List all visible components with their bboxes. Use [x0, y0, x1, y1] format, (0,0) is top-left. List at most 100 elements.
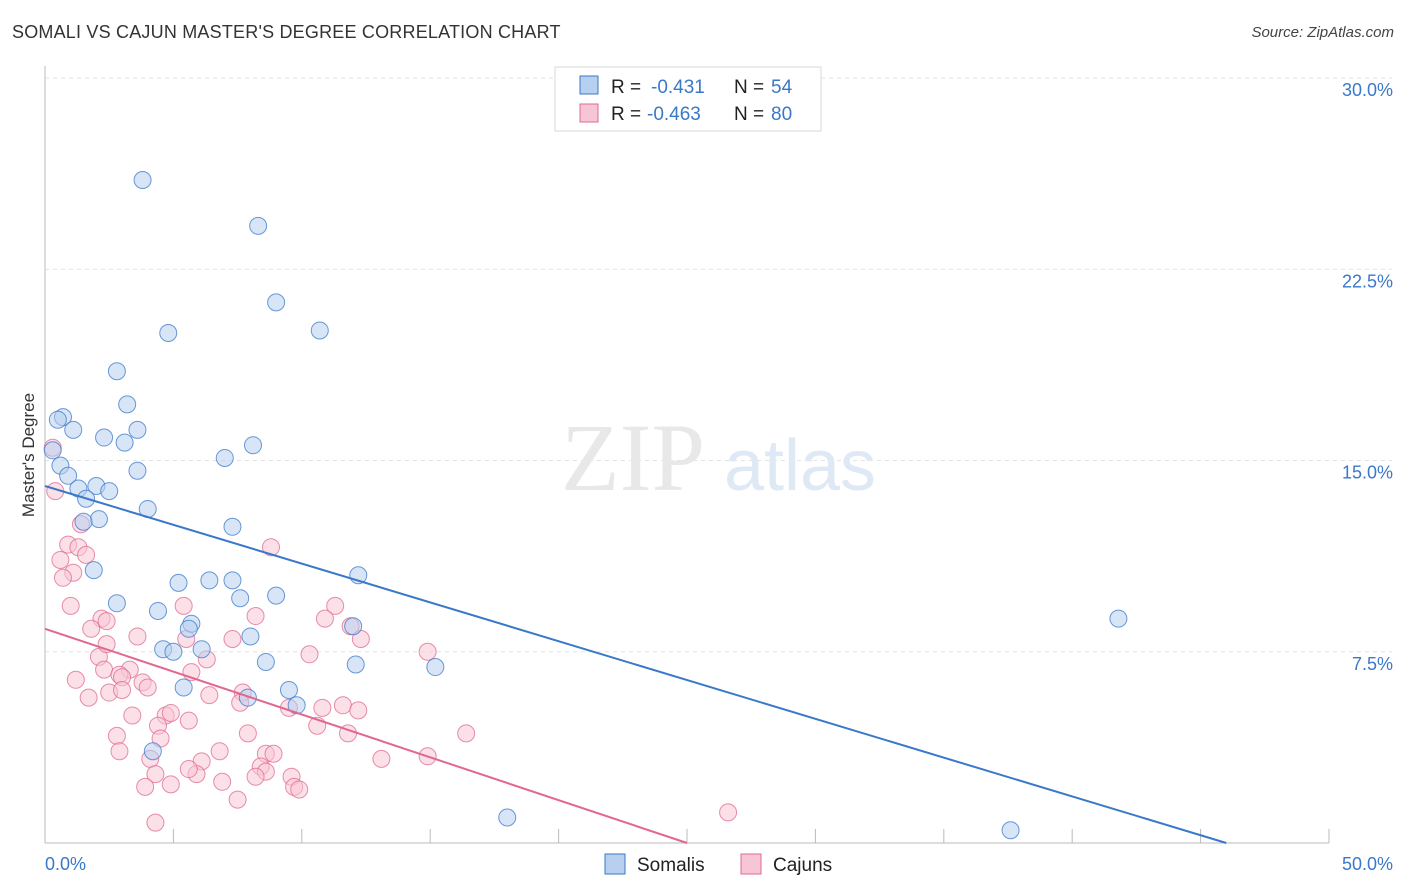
legend-r-value-2: -0.463: [647, 104, 701, 125]
somalis-point-0: [133, 171, 152, 189]
y-axis-label: Master's Degree: [19, 393, 38, 517]
somalis-point-53: [43, 441, 62, 460]
stats-legend: R = -0.431 N = 54 R = -0.463 N = 80: [554, 66, 822, 132]
cajuns-point-24: [300, 645, 319, 664]
cajuns-point-25: [418, 642, 437, 661]
cajuns-point-6: [77, 545, 96, 564]
y-tick-labels: 7.5% 15.0% 22.5% 30.0%: [1342, 80, 1393, 674]
cajuns-point-53: [107, 726, 126, 745]
cajuns-point-42: [333, 696, 352, 715]
watermark-atlas: atlas: [724, 426, 876, 506]
cajuns-point-13: [246, 607, 265, 626]
stats-legend-box: [554, 66, 822, 132]
bottom-legend-swatch-somalis: [604, 853, 626, 875]
cajuns-point-66: [146, 765, 165, 784]
somalis-point-45: [426, 658, 445, 677]
somalis-point-52: [1001, 821, 1020, 840]
somalis-point-38: [1109, 609, 1128, 628]
cajuns-point-67: [246, 767, 265, 786]
cajuns-point-41: [313, 698, 332, 717]
cajuns-point-74: [290, 780, 309, 799]
cajuns-point-76: [719, 803, 738, 822]
cajuns-point-17: [82, 619, 101, 638]
somalis-point-34: [148, 601, 167, 620]
somalis-point-50: [143, 742, 162, 761]
somalis-point-30: [223, 571, 242, 590]
somalis-trend-line: [44, 485, 1227, 844]
y-tick-label-1: 15.0%: [1342, 463, 1393, 483]
somalis-point-51: [498, 808, 517, 827]
bottom-legend: Somalis Cajuns: [604, 853, 832, 876]
cajuns-point-69: [179, 760, 198, 779]
bottom-legend-swatch-cajuns: [740, 853, 762, 875]
x-tick-label-max: 50.0%: [1342, 854, 1393, 874]
legend-n-label-2: N =: [734, 104, 764, 125]
somalis-point-23: [89, 510, 108, 529]
somalis-point-4: [159, 324, 178, 342]
cajuns-point-46: [179, 711, 198, 730]
y-tick-label-3: 30.0%: [1342, 80, 1393, 100]
cajuns-point-71: [161, 775, 180, 794]
somalis-point-11: [95, 428, 114, 447]
somalis-point-5: [107, 362, 126, 381]
x-ticks: [172, 829, 1330, 843]
cajuns-point-36: [200, 686, 219, 705]
somalis-point-24: [74, 512, 93, 531]
y-tick-label-0: 7.5%: [1352, 654, 1393, 674]
legend-r-value-1: -0.431: [651, 77, 705, 98]
somalis-point-20: [100, 482, 119, 501]
y-tick-label-2: 22.5%: [1342, 271, 1393, 291]
somalis-points: [43, 171, 1128, 840]
bottom-legend-label-cajuns: Cajuns: [773, 855, 832, 876]
cajuns-point-56: [210, 742, 229, 761]
cajuns-point-26: [95, 660, 114, 679]
somalis-point-47: [279, 681, 298, 699]
somalis-point-31: [267, 586, 286, 605]
somalis-point-17: [59, 466, 78, 485]
somalis-point-33: [107, 594, 126, 613]
legend-r-label-2: R =: [611, 104, 641, 125]
cajuns-point-52: [457, 724, 476, 743]
x-tick-labels: 0.0% 50.0%: [45, 854, 1393, 874]
cajuns-point-9: [261, 538, 280, 557]
cajuns-trend-line: [44, 627, 688, 844]
somalis-point-9: [64, 420, 83, 439]
legend-swatch-blue: [579, 75, 599, 95]
somalis-point-8: [48, 410, 67, 429]
somalis-point-48: [238, 688, 257, 707]
legend-swatch-pink: [579, 103, 599, 123]
bottom-legend-label-somalis: Somalis: [637, 855, 705, 876]
somalis-point-26: [84, 561, 103, 580]
somalis-point-46: [174, 678, 193, 697]
somalis-point-6: [118, 395, 137, 414]
somalis-point-28: [169, 573, 188, 592]
somalis-point-37: [344, 617, 363, 636]
legend-r-label-1: R =: [611, 77, 641, 98]
cajuns-point-45: [161, 703, 180, 722]
cajuns-point-38: [79, 688, 98, 707]
legend-n-value-1: 54: [771, 77, 793, 98]
chart-title: SOMALI VS CAJUN MASTER'S DEGREE CORRELAT…: [12, 22, 561, 42]
somalis-point-3: [310, 321, 329, 340]
cajuns-point-75: [228, 790, 247, 809]
somalis-point-29: [200, 571, 219, 590]
cajuns-point-43: [123, 706, 142, 725]
cajuns-point-16: [315, 609, 334, 628]
cajuns-point-62: [372, 749, 391, 768]
gridlines: [45, 77, 1392, 653]
somalis-point-42: [192, 640, 211, 659]
somalis-point-41: [164, 642, 183, 661]
cajuns-point-70: [213, 772, 232, 791]
cajuns-point-58: [264, 744, 283, 763]
somalis-point-10: [128, 420, 147, 439]
x-tick-label-min: 0.0%: [45, 854, 86, 874]
somalis-point-43: [256, 652, 275, 671]
cajuns-point-21: [223, 630, 242, 648]
cajuns-point-77: [146, 813, 165, 832]
cajuns-point-12: [326, 596, 345, 615]
somalis-point-32: [231, 589, 250, 608]
cajuns-point-15: [97, 612, 116, 631]
watermark: ZIP atlas: [561, 404, 876, 511]
somalis-point-44: [346, 655, 365, 674]
